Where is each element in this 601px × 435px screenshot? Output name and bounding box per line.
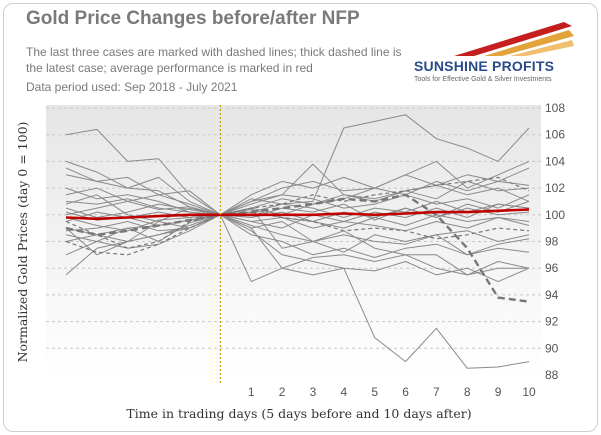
series-line [65,180,530,216]
y-tick-label: 96 [545,261,559,275]
logo-tagline: Tools for Effective Gold & Silver Invest… [414,76,552,83]
y-tick-label: 108 [545,101,565,115]
x-tick-label: 1 [248,385,255,399]
logo-name: SUNSHINE PROFITS [414,58,555,74]
series-line [65,167,530,216]
series-line [65,214,530,258]
x-tick-label: 2 [279,385,286,399]
series-line [65,114,530,216]
y-tick-label: 90 [545,341,559,355]
recent-case-line [65,211,530,256]
y-tick-label: 106 [545,128,565,142]
x-tick-label: 4 [340,385,347,399]
series-line [65,214,529,276]
x-tick-label: 10 [522,385,536,399]
series-line [65,211,530,232]
x-axis-label: Time in trading days (5 days before and … [126,406,471,421]
y-tick-label: 94 [545,288,559,302]
y-tick-label: 92 [545,315,559,329]
y-tick-label: 104 [545,154,565,168]
y-tick-label: 102 [545,181,565,195]
y-tick-label: 100 [545,208,565,222]
data-period: Data period used: Sep 2018 - July 2021 [26,80,238,94]
recent-case-line [65,176,530,249]
chart-subtitle: The last three cases are marked with das… [26,45,402,75]
logo-swoosh-icon [454,22,574,56]
x-tick-label: 6 [402,385,409,399]
x-tick-label: 3 [310,385,317,399]
series-line [65,194,530,222]
x-tick-label: 8 [464,385,471,399]
y-axis-label: Normalized Gold Prices (day 0 = 100) [15,122,30,363]
series-line [65,209,530,229]
series-line [65,214,530,283]
average-line [65,208,530,221]
latest-case-line [65,193,530,303]
x-tick-label: 5 [371,385,378,399]
series-line [65,207,530,256]
series-line [65,214,530,369]
y-tick-label: 88 [545,368,559,382]
x-tick-label: 9 [495,385,502,399]
chart-frame: 88 90 92 94 96 98 100 102 104 106 108 1 2 3 4 5 6 7 8 9 10 … [3,3,598,432]
sunshine-profits-logo: SUNSHINE PROFITS Tools for Effective Gol… [414,16,584,86]
x-tick-label: 7 [433,385,440,399]
chart-title: Gold Price Changes before/after NFP [26,8,360,29]
y-tick-label: 98 [545,235,559,249]
